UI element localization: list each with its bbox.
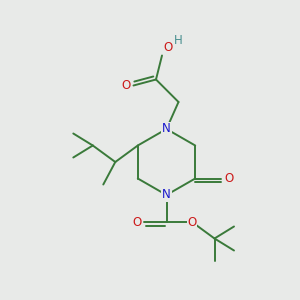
Text: N: N (162, 122, 171, 136)
Text: O: O (132, 215, 142, 229)
Text: N: N (162, 188, 171, 202)
Text: O: O (188, 215, 196, 229)
Text: H: H (173, 34, 182, 47)
Text: O: O (122, 79, 131, 92)
Text: O: O (224, 172, 234, 185)
Text: O: O (164, 41, 173, 54)
